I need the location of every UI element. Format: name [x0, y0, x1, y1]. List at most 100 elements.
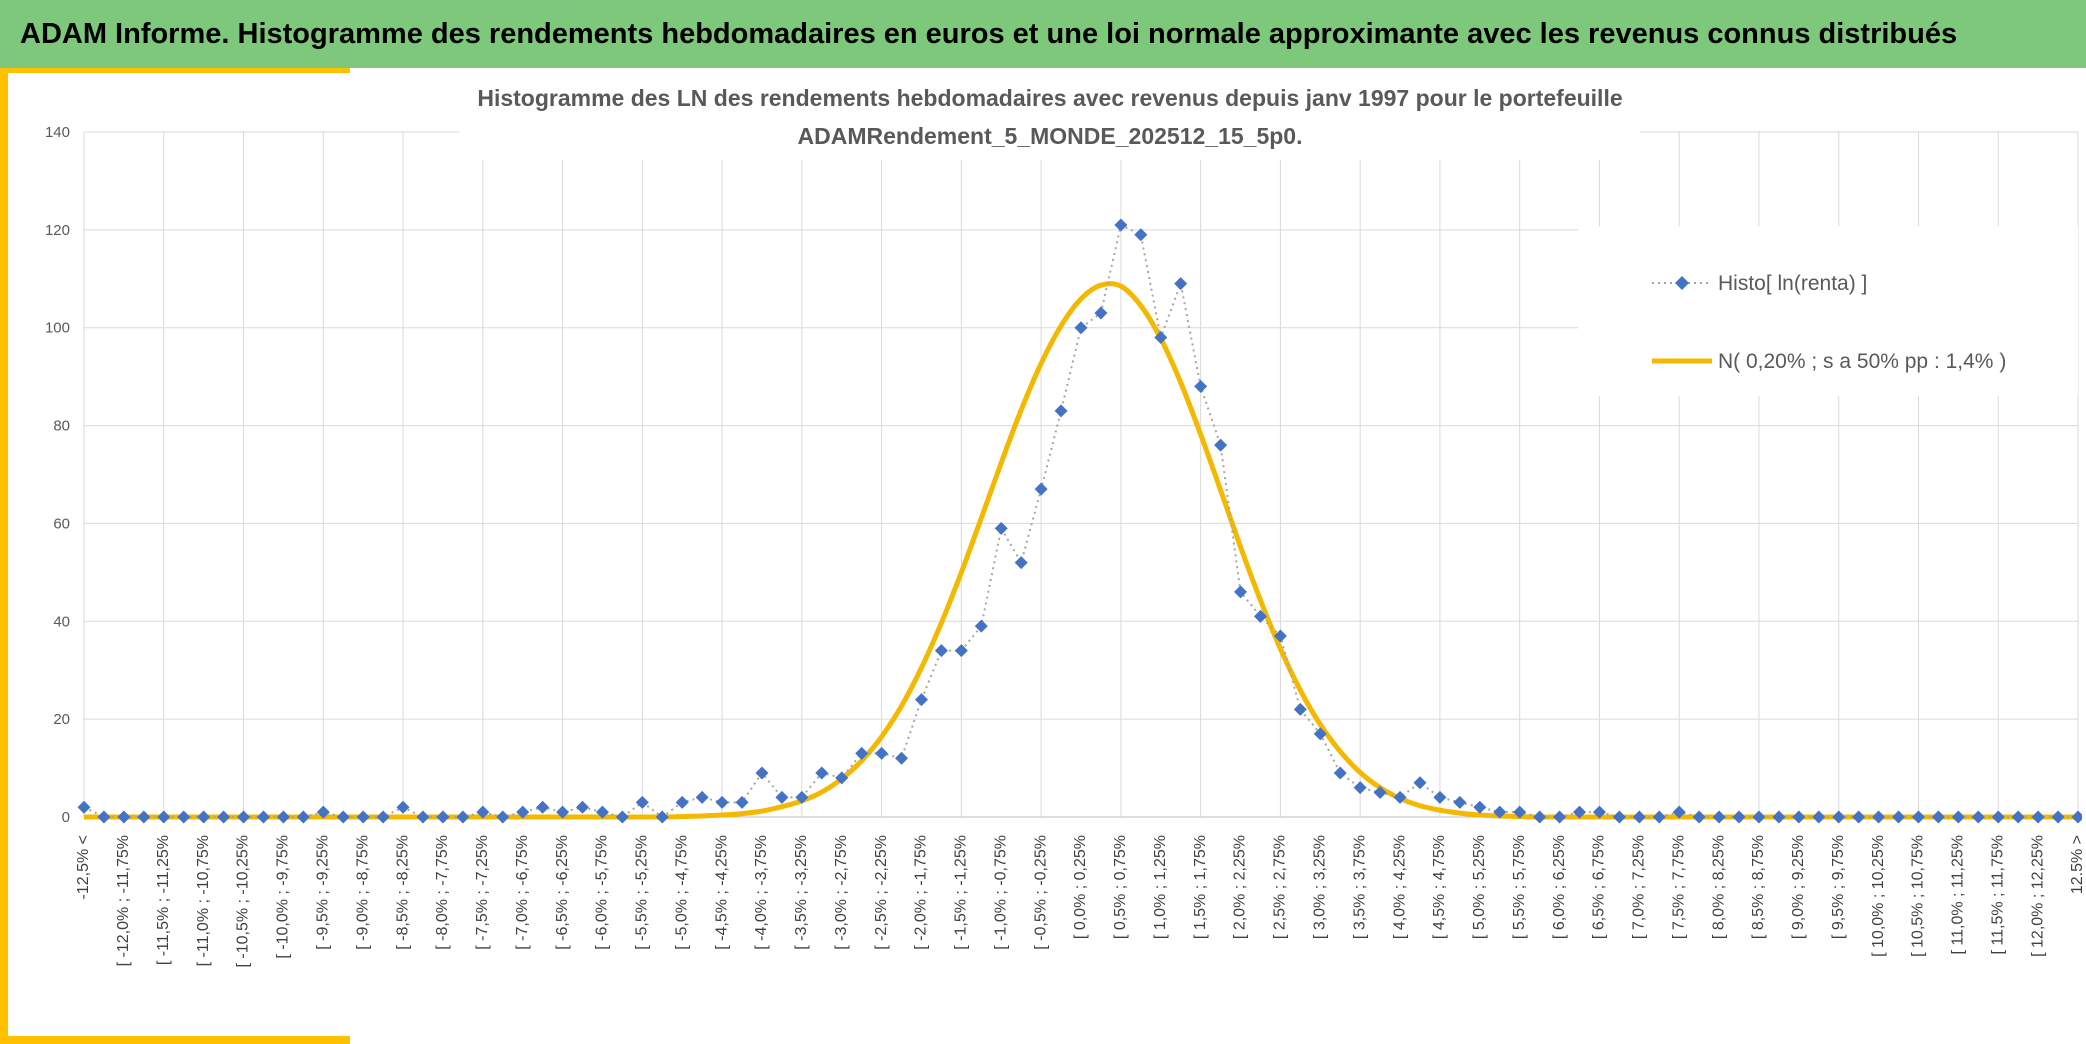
x-tick-label: [ -6,5% ; -6,25%	[554, 835, 571, 950]
histo-point	[316, 805, 330, 819]
histo-point	[157, 810, 171, 824]
histo-point	[1114, 218, 1128, 232]
chart-title-backing	[460, 76, 1640, 160]
histo-point	[137, 810, 151, 824]
y-tick-label: 20	[53, 711, 70, 728]
x-tick-label: [ -12,0% ; -11,75%	[115, 835, 132, 966]
x-tick-label: [ 5,5% ; 5,75%	[1511, 835, 1528, 939]
histo-point	[1333, 766, 1347, 780]
x-tick-label: [ 12,0% ; 12,25%	[2029, 835, 2046, 957]
x-tick-label: [ -9,0% ; -8,75%	[354, 835, 371, 950]
histo-point	[576, 800, 589, 814]
histo-point	[1174, 277, 1188, 291]
x-tick-label: [ 2,5% ; 2,75%	[1272, 835, 1289, 939]
y-tick-label: 0	[62, 809, 70, 826]
legend-normal-label: N( 0,20% ; s a 50% pp : 1,4% )	[1718, 350, 2006, 373]
histo-point	[595, 805, 609, 819]
histo-point	[237, 810, 251, 824]
x-tick-label: [ -6,0% ; -5,75%	[594, 835, 611, 950]
y-tick-label: 40	[53, 613, 70, 630]
histo-point	[1632, 810, 1646, 824]
histo-point	[336, 810, 350, 824]
histo-point	[1692, 810, 1706, 824]
x-tick-label: [ 7,0% ; 7,25%	[1631, 835, 1648, 939]
legend-histo-marker	[1675, 276, 1689, 290]
x-tick-label: [ 11,5% ; 11,75%	[1989, 835, 2006, 954]
histo-point	[1094, 306, 1108, 320]
x-tick-label: [ 3,5% ; 3,75%	[1351, 835, 1368, 939]
histo-point	[1393, 790, 1407, 804]
x-tick-label: [ 1,0% ; 1,25%	[1152, 835, 1169, 939]
histo-point	[1074, 321, 1088, 335]
x-tick-label: [ 6,0% ; 6,25%	[1551, 835, 1568, 939]
x-tick-label: [ -10,0% ; -9,75%	[275, 835, 292, 959]
histo-point	[815, 766, 829, 780]
x-tick-label: [ 5,0% ; 5,25%	[1471, 835, 1488, 939]
histo-point	[1931, 810, 1945, 824]
histo-point	[1273, 629, 1287, 643]
x-tick-label: [ 6,5% ; 6,75%	[1591, 835, 1608, 939]
y-tick-label: 100	[45, 320, 70, 337]
histo-point	[416, 810, 430, 824]
x-tick-label: [ -3,0% ; -2,75%	[833, 835, 850, 950]
x-tick-label: [ -7,5% ; -7,25%	[474, 835, 491, 950]
histo-point	[1134, 228, 1148, 242]
report-title: ADAM Informe. Histogramme des rendements…	[20, 17, 1958, 50]
histo-point	[675, 795, 689, 809]
histo-point	[1513, 805, 1527, 819]
x-tick-label: [ -8,0% ; -7,75%	[434, 835, 451, 950]
histo-point	[1253, 609, 1267, 623]
histo-point	[1872, 810, 1886, 824]
histo-point	[1732, 810, 1746, 824]
histo-point	[1672, 805, 1686, 819]
y-tick-label: 60	[53, 515, 70, 532]
histo-point	[795, 790, 809, 804]
histo-point	[755, 766, 769, 780]
histo-point	[1852, 810, 1866, 824]
x-tick-label: [ -10,5% ; -10,25%	[235, 835, 252, 968]
x-tick-label: [ 10,0% ; 10,25%	[1870, 835, 1887, 957]
x-tick-label: [ 8,0% ; 8,25%	[1710, 835, 1727, 939]
histo-point	[217, 810, 231, 824]
x-tick-label: [ 2,0% ; 2,25%	[1232, 835, 1249, 939]
histo-point	[276, 810, 290, 824]
histo-point	[77, 800, 91, 814]
histo-point	[356, 810, 370, 824]
histo-point	[954, 644, 968, 658]
histo-point	[536, 800, 550, 814]
histo-point	[1493, 805, 1507, 819]
histo-point	[875, 746, 889, 760]
histo-point	[1194, 379, 1208, 393]
histo-point	[855, 746, 869, 760]
histo-point	[1054, 404, 1068, 418]
chart-title-line1: Histogramme des LN des rendements hebdom…	[477, 85, 1622, 111]
x-tick-label: [ -9,5% ; -9,25%	[314, 835, 331, 950]
histo-point	[695, 790, 709, 804]
histo-point	[436, 810, 450, 824]
x-tick-label: [ -8,5% ; -8,25%	[394, 835, 411, 950]
x-tick-label: [ -2,5% ; -2,25%	[873, 835, 890, 950]
histo-point	[635, 795, 649, 809]
frame-accent-top	[0, 68, 350, 73]
histo-point	[376, 810, 390, 824]
histo-point	[1553, 810, 1567, 824]
histogram-chart: 0 20 40 60 80 100 120 140 -12,5% < [ -12,0% ; -11…	[45, 76, 2082, 968]
histo-point	[934, 644, 948, 658]
x-tick-label: 12,5% >	[2069, 835, 2082, 894]
histo-point	[1293, 702, 1307, 716]
histo-point	[1911, 810, 1925, 824]
histo-point	[1313, 727, 1327, 741]
histo-point	[1373, 786, 1387, 800]
histo-point	[1832, 810, 1846, 824]
y-tick-label: 140	[45, 124, 70, 141]
histo-point	[2031, 810, 2045, 824]
histo-point	[2051, 810, 2065, 824]
histo-point	[2071, 810, 2082, 824]
histo-point	[556, 805, 570, 819]
histo-point	[1154, 331, 1168, 344]
histo-point	[1612, 810, 1626, 824]
histo-point	[396, 800, 410, 814]
legend-backing	[1578, 226, 2078, 396]
histo-point	[1812, 810, 1826, 824]
histo-point	[735, 795, 749, 809]
